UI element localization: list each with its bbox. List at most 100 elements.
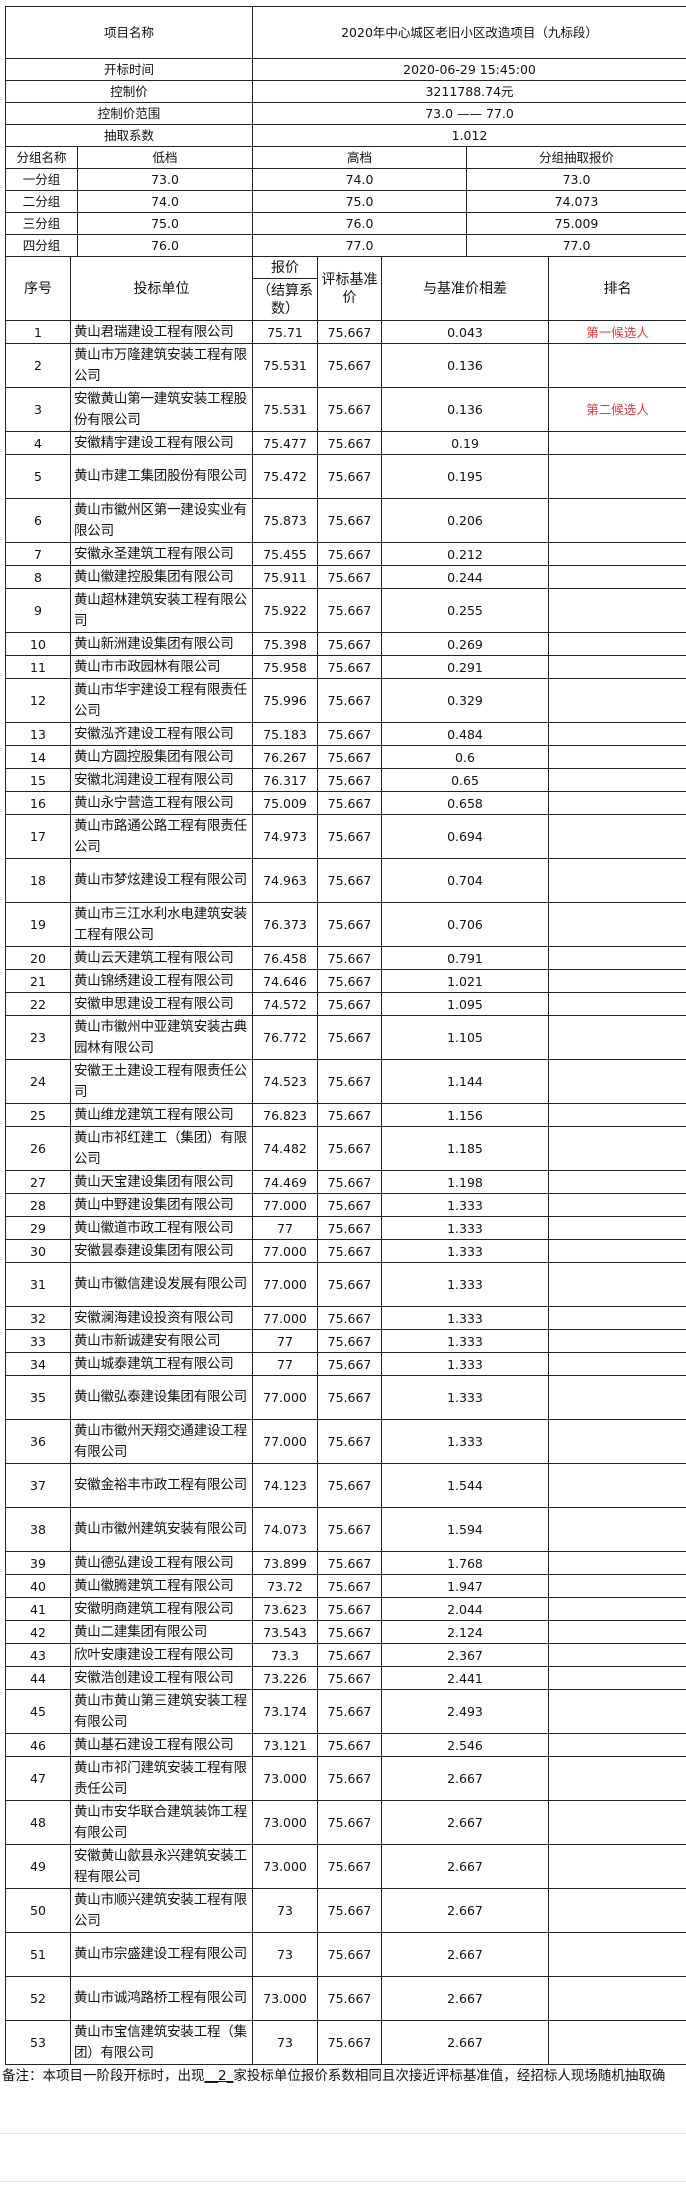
base-price: 75.667 bbox=[317, 1689, 382, 1734]
base-price: 75.667 bbox=[317, 1620, 382, 1644]
table-row: 30 安徽昙泰建设集团有限公司 77.000 75.667 1.333 bbox=[5, 1239, 686, 1263]
table-row: 13 安徽泓齐建设工程有限公司 75.183 75.667 0.484 bbox=[5, 722, 686, 746]
row-number: 18 bbox=[5, 858, 71, 903]
bidder-name: 黄山市安华联合建筑装饰工程有限公司 bbox=[70, 1800, 253, 1845]
rank bbox=[548, 1059, 686, 1104]
bid-price: 75.922 bbox=[252, 588, 318, 633]
bid-price: 73.623 bbox=[252, 1597, 318, 1621]
group-name: 二分组 bbox=[5, 190, 78, 213]
bidder-name: 黄山方圆控股集团有限公司 bbox=[70, 745, 253, 769]
bidder-name: 安徽金裕丰市政工程有限公司 bbox=[70, 1463, 253, 1508]
bid-price: 75.873 bbox=[252, 498, 318, 543]
price-difference: 1.947 bbox=[381, 1574, 549, 1598]
header-price: 报价 bbox=[252, 256, 318, 279]
table-row: 10 黄山新洲建设集团有限公司 75.398 75.667 0.269 bbox=[5, 632, 686, 656]
bid-table: 序号 投标单位 报价 评标基准价 与基准价相差 排名 （结算系数） 1 黄山君瑞建… bbox=[5, 256, 686, 2065]
group-name: 三分组 bbox=[5, 212, 78, 235]
bid-price: 74.482 bbox=[252, 1126, 318, 1171]
rank bbox=[548, 655, 686, 679]
bidder-name: 黄山市徽信建设发展有限公司 bbox=[70, 1262, 253, 1307]
price-difference: 2.493 bbox=[381, 1689, 549, 1734]
rank bbox=[548, 1597, 686, 1621]
coef-row: 抽取系数 1.012 bbox=[4, 124, 686, 147]
table-row: 49 安徽黄山歙县永兴建筑安装工程有限公司 73.000 75.667 2.667 bbox=[5, 1844, 686, 1889]
header-row: 序号 投标单位 报价 评标基准价 与基准价相差 排名 bbox=[5, 256, 686, 321]
row-number: 23 bbox=[5, 1015, 71, 1060]
table-row: 40 黄山徽腾建筑工程有限公司 73.72 75.667 1.947 bbox=[5, 1574, 686, 1598]
table-row: 8 黄山徽建控股集团有限公司 75.911 75.667 0.244 bbox=[5, 565, 686, 589]
price-difference: 1.333 bbox=[381, 1239, 549, 1263]
row-number: 42 bbox=[5, 1620, 71, 1644]
rank bbox=[548, 946, 686, 970]
base-price: 75.667 bbox=[317, 1888, 382, 1933]
row-number: 1 bbox=[5, 320, 71, 344]
base-price: 75.667 bbox=[317, 745, 382, 769]
price-difference: 1.333 bbox=[381, 1262, 549, 1307]
rank bbox=[548, 1888, 686, 1933]
header-no: 序号 bbox=[5, 256, 71, 321]
bid-price: 76.772 bbox=[252, 1015, 318, 1060]
coef-value: 1.012 bbox=[252, 124, 686, 147]
table-row: 4 安徽精宇建设工程有限公司 75.477 75.667 0.19 bbox=[5, 431, 686, 455]
price-difference: 1.185 bbox=[381, 1126, 549, 1171]
row-number: 13 bbox=[5, 722, 71, 746]
base-price: 75.667 bbox=[317, 791, 382, 815]
row-number: 33 bbox=[5, 1329, 71, 1353]
bid-price: 77 bbox=[252, 1352, 318, 1376]
table-row: 34 黄山城泰建筑工程有限公司 77 75.667 1.333 bbox=[5, 1352, 686, 1376]
project-row: 项目名称 2020年中心城区老旧小区改造项目（九标段） bbox=[4, 6, 686, 59]
divider bbox=[0, 2133, 686, 2134]
bid-price: 73.72 bbox=[252, 1574, 318, 1598]
row-number: 44 bbox=[5, 1666, 71, 1690]
base-price: 75.667 bbox=[317, 431, 382, 455]
base-price: 75.667 bbox=[317, 1103, 382, 1127]
price-difference: 0.658 bbox=[381, 791, 549, 815]
base-price: 75.667 bbox=[317, 1193, 382, 1217]
group-name: 一分组 bbox=[5, 168, 78, 191]
row-number: 53 bbox=[5, 2020, 71, 2065]
rank bbox=[548, 454, 686, 499]
price-difference: 0.329 bbox=[381, 678, 549, 723]
footnote-suffix: 家投标单位报价系数相同且次接近评标基准值，经招标人现场随机抽取确 bbox=[233, 2068, 666, 2084]
row-number: 36 bbox=[5, 1419, 71, 1464]
table-row: 29 黄山徽道市政工程有限公司 77 75.667 1.333 bbox=[5, 1216, 686, 1240]
row-number: 45 bbox=[5, 1689, 71, 1734]
table-row: 24 安徽王土建设工程有限责任公司 74.523 75.667 1.144 bbox=[5, 1059, 686, 1104]
bid-price: 77.000 bbox=[252, 1375, 318, 1420]
bidder-name: 黄山市诚鸿路桥工程有限公司 bbox=[70, 1976, 253, 2021]
bid-price: 76.267 bbox=[252, 745, 318, 769]
bid-price: 75.996 bbox=[252, 678, 318, 723]
rank bbox=[548, 1733, 686, 1757]
base-price: 75.667 bbox=[317, 542, 382, 566]
table-row: 32 安徽澜海建设投资有限公司 77.000 75.667 1.333 bbox=[5, 1306, 686, 1330]
table-row: 14 黄山方圆控股集团有限公司 76.267 75.667 0.6 bbox=[5, 745, 686, 769]
base-price: 75.667 bbox=[317, 1375, 382, 1420]
table-row: 35 黄山徽弘泰建设集团有限公司 77.000 75.667 1.333 bbox=[5, 1375, 686, 1420]
rank bbox=[548, 343, 686, 388]
table-row: 9 黄山超林建筑安装工程有限公司 75.922 75.667 0.255 bbox=[5, 588, 686, 633]
base-price: 75.667 bbox=[317, 722, 382, 746]
base-price: 75.667 bbox=[317, 1329, 382, 1353]
price-difference: 0.706 bbox=[381, 902, 549, 947]
bid-price: 77.000 bbox=[252, 1193, 318, 1217]
base-price: 75.667 bbox=[317, 992, 382, 1016]
rank bbox=[548, 1666, 686, 1690]
bid-price: 75.455 bbox=[252, 542, 318, 566]
rank bbox=[548, 1329, 686, 1353]
table-row: 21 黄山锦绣建设工程有限公司 74.646 75.667 1.021 bbox=[5, 969, 686, 993]
row-number: 15 bbox=[5, 768, 71, 792]
row-number: 25 bbox=[5, 1103, 71, 1127]
bidder-name: 黄山市新诚建安有限公司 bbox=[70, 1329, 253, 1353]
header-diff: 与基准价相差 bbox=[381, 256, 549, 321]
base-price: 75.667 bbox=[317, 1733, 382, 1757]
table-row: 5 黄山市建工集团股份有限公司 75.472 75.667 0.195 bbox=[5, 454, 686, 499]
base-price: 75.667 bbox=[317, 1216, 382, 1240]
rank bbox=[548, 1015, 686, 1060]
price-difference: 2.667 bbox=[381, 2020, 549, 2065]
row-number: 50 bbox=[5, 1888, 71, 1933]
bidder-name: 黄山市建工集团股份有限公司 bbox=[70, 454, 253, 499]
price-difference: 2.441 bbox=[381, 1666, 549, 1690]
base-price: 75.667 bbox=[317, 768, 382, 792]
price-difference: 1.144 bbox=[381, 1059, 549, 1104]
row-number: 20 bbox=[5, 946, 71, 970]
